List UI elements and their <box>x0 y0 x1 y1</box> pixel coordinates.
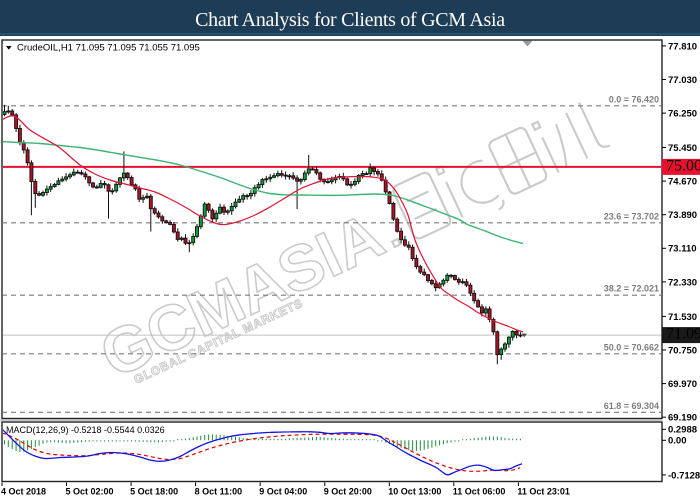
svg-text:5 Oct 18:00: 5 Oct 18:00 <box>130 487 178 497</box>
svg-text:71.530: 71.530 <box>668 312 697 323</box>
svg-text:77.030: 77.030 <box>668 75 697 86</box>
svg-text:23.6 = 73.702: 23.6 = 73.702 <box>604 211 659 221</box>
svg-text:9 Oct 20:00: 9 Oct 20:00 <box>324 487 372 497</box>
svg-text:50.0 = 70.662: 50.0 = 70.662 <box>604 342 659 352</box>
svg-text:8 Oct 11:00: 8 Oct 11:00 <box>195 487 243 497</box>
svg-text:71.095: 71.095 <box>666 326 700 343</box>
svg-text:73.110: 73.110 <box>668 244 697 255</box>
svg-text:38.2 = 72.021: 38.2 = 72.021 <box>604 284 659 294</box>
svg-text:61.8 = 69.304: 61.8 = 69.304 <box>604 401 659 411</box>
svg-text:69.190: 69.190 <box>668 413 697 424</box>
svg-text:0.00: 0.00 <box>668 436 687 447</box>
svg-text:CrudeOIL,H1 71.095 71.095 71.: CrudeOIL,H1 71.095 71.095 71.055 71.095 <box>17 43 200 54</box>
svg-text:75.450: 75.450 <box>668 143 697 154</box>
svg-text:0.0 = 76.420: 0.0 = 76.420 <box>609 94 659 104</box>
svg-text:-0.7128: -0.7128 <box>668 470 700 481</box>
svg-text:77.810: 77.810 <box>668 41 697 52</box>
svg-text:11 Oct 06:00: 11 Oct 06:00 <box>453 487 506 497</box>
svg-text:75.000: 75.000 <box>666 158 700 175</box>
svg-text:9 Oct 04:00: 9 Oct 04:00 <box>259 487 307 497</box>
svg-text:4 Oct 2018: 4 Oct 2018 <box>1 487 46 497</box>
svg-text:Chart Analysis for Clients of: Chart Analysis for Clients of GCM Asia <box>195 9 505 31</box>
svg-text:0.2988: 0.2988 <box>668 425 697 436</box>
svg-text:69.970: 69.970 <box>668 379 697 390</box>
svg-text:72.330: 72.330 <box>668 277 697 288</box>
svg-text:11 Oct 23:01: 11 Oct 23:01 <box>517 487 570 497</box>
svg-text:10 Oct 13:00: 10 Oct 13:00 <box>388 487 441 497</box>
svg-text:MACD(12,26,9) -0.5218 -0.5544: MACD(12,26,9) -0.5218 -0.5544 0.0326 <box>6 425 165 435</box>
svg-text:5 Oct 02:00: 5 Oct 02:00 <box>66 487 114 497</box>
svg-text:73.890: 73.890 <box>668 210 697 221</box>
svg-text:76.250: 76.250 <box>668 109 697 120</box>
svg-text:74.670: 74.670 <box>668 177 697 188</box>
svg-text:70.750: 70.750 <box>668 345 697 356</box>
